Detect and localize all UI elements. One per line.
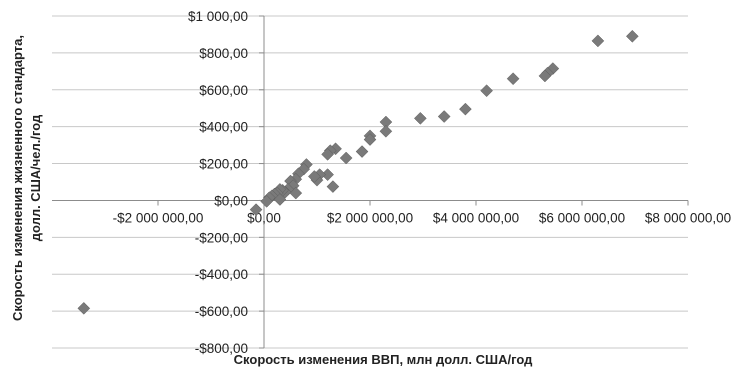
data-point	[249, 203, 263, 217]
data-point	[260, 195, 274, 208]
data-points	[77, 29, 639, 315]
y-tick-label: $200,00	[199, 157, 248, 172]
y-tick-label: -$800,00	[195, 341, 248, 356]
tick-labels: $1 000,00 $800,00 $600,00 $400,00 $200,00 $0,…	[113, 9, 732, 356]
y-tick-label: -$200,00	[195, 230, 248, 245]
data-point	[480, 84, 493, 98]
y-tick-label: -$400,00	[195, 267, 248, 282]
x-tick-label: -$2 000 000,00	[113, 210, 204, 225]
gridlines	[52, 15, 688, 349]
data-point	[326, 180, 340, 193]
data-point	[321, 147, 334, 161]
y-tick-label: $600,00	[199, 83, 248, 98]
y-tick-label: $0,00	[214, 193, 248, 208]
data-point	[355, 145, 369, 158]
data-point	[77, 301, 91, 315]
data-point	[538, 69, 552, 83]
x-tick-label: $6 000 000,00	[539, 210, 625, 225]
data-point	[625, 29, 639, 43]
y-tick-label: $1 000,00	[188, 9, 248, 24]
data-point	[379, 124, 393, 138]
data-point	[307, 170, 321, 183]
data-point	[339, 151, 353, 165]
y-axis-title-line-1: Скорость изменения жизненного стандарта,	[10, 35, 25, 321]
y-tick-label: -$600,00	[195, 304, 248, 319]
y-axis-title-line-2: долл. США/чел./год	[28, 114, 43, 241]
data-point	[273, 193, 287, 206]
x-axis-title: Скорость изменения ВВП, млн долл. США/го…	[234, 352, 533, 367]
data-point	[506, 72, 520, 86]
x-tick-label: $2 000 000,00	[327, 210, 413, 225]
x-tick-label: $8 000 000,00	[645, 210, 731, 225]
x-tick-label: $4 000 000,00	[433, 210, 519, 225]
data-point	[459, 102, 472, 116]
data-point	[413, 112, 427, 125]
data-point	[363, 133, 377, 146]
axes	[52, 15, 689, 349]
data-point	[437, 110, 451, 123]
x-tick-label: $0,00	[247, 210, 281, 225]
y-tick-label: $400,00	[199, 120, 248, 135]
data-point	[591, 34, 605, 48]
y-tick-label: $800,00	[199, 46, 248, 61]
